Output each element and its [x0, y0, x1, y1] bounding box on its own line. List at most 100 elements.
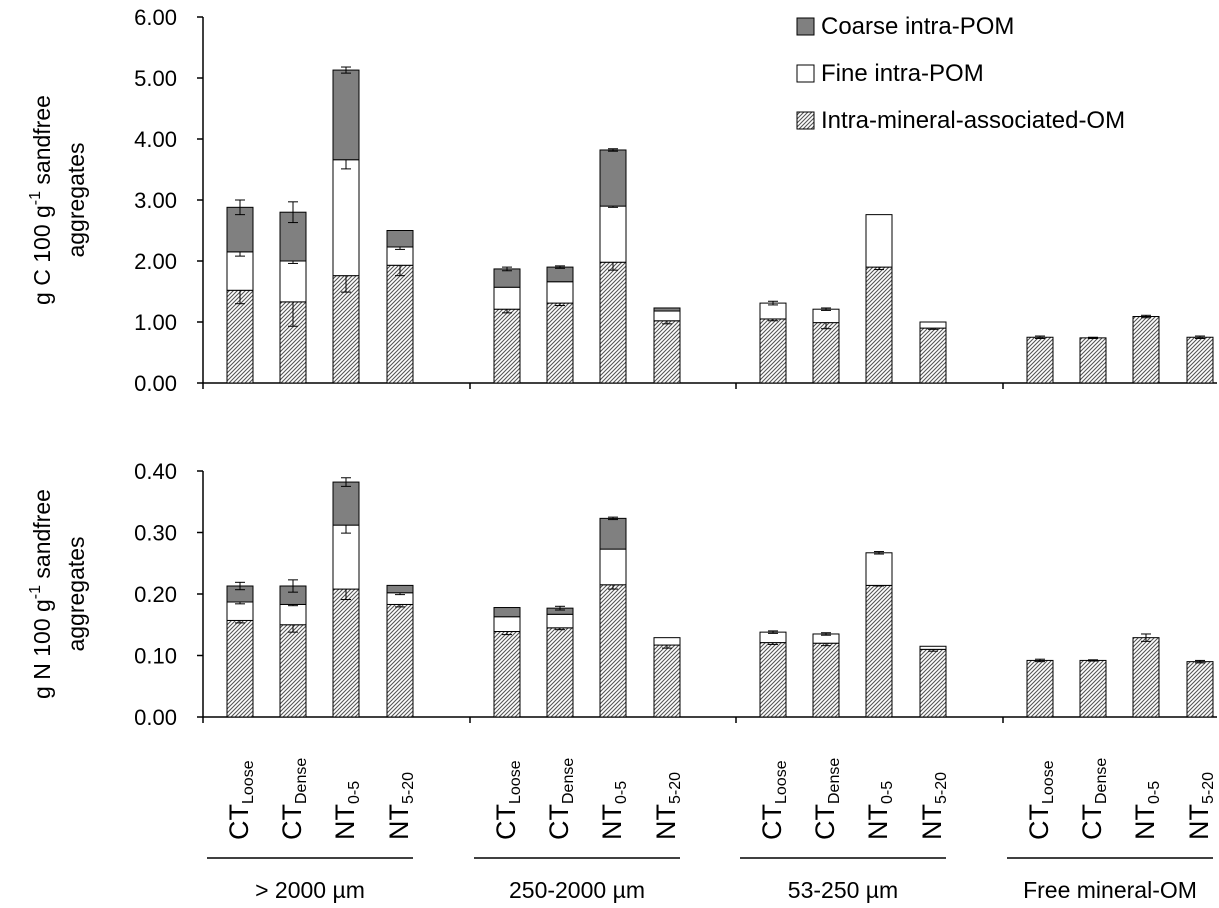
bar-mineral-g2-c2: [546, 627, 574, 718]
category-label: NT5-20: [651, 772, 684, 840]
y-tick-label: 4.00: [134, 127, 177, 152]
bar-mineral-g2-c3: [599, 261, 627, 384]
bar-mineral-g1-c3: [332, 588, 360, 718]
error-bar-mineral-g4-c3: [1141, 633, 1151, 642]
category-label-main: CT: [224, 804, 254, 840]
category-label-sub: 5-20: [667, 772, 684, 804]
bar-coarse-g1-c3: [332, 69, 360, 161]
y-tick-label: 1.00: [134, 310, 177, 335]
bar-mineral-g4-c2: [1079, 337, 1107, 384]
bar-mineral-g2-c3: [599, 584, 627, 718]
category-label-sub: 0-5: [1146, 781, 1163, 804]
y-tick-label: 0.10: [134, 644, 177, 669]
error-bar-fine-g3-c3: [874, 551, 884, 555]
bar-mineral-g1-c4: [386, 603, 414, 718]
y-tick-label: 0.20: [134, 582, 177, 607]
y-axis-label-line2: aggregates: [63, 536, 89, 651]
category-label-sub: 0-5: [879, 781, 896, 804]
category-label-main: CT: [1024, 804, 1054, 840]
bar-fine-g2-c4: [653, 637, 681, 646]
bar-coarse-g2-c1: [493, 607, 521, 618]
error-bar-mineral-g4-c4: [1195, 659, 1205, 664]
bar-mineral-g1-c2: [279, 624, 307, 718]
bar-mineral-g4-c1: [1026, 336, 1054, 384]
bar-fine-g1-c1: [226, 601, 254, 621]
y-tick-label: 0.00: [134, 705, 177, 730]
bar-fine-g2-c2: [546, 613, 574, 629]
bar-mineral-g2-c2: [546, 302, 574, 384]
category-label-sub: Loose: [507, 760, 524, 804]
bar-mineral-g1-c1: [226, 289, 254, 384]
y-tick-label: 5.00: [134, 66, 177, 91]
bar-fine-g2-c3: [599, 548, 627, 586]
category-label-sub: 0-5: [346, 781, 363, 804]
bar-coarse-g1-c4: [386, 230, 414, 248]
bar-mineral-g3-c4: [919, 327, 947, 384]
legend-item: Fine intra-POM: [796, 60, 984, 87]
category-label-main: NT: [863, 804, 893, 840]
error-bar-mineral-g4-c2: [1088, 336, 1098, 339]
category-label-sub: 5-20: [400, 772, 417, 804]
charts-layer: 0.00 1.00 2.00 3.00 4.00 5.00 6.00 g C 100 g-1 …: [27, 5, 1217, 730]
legend-swatch: [796, 111, 815, 130]
y-axis-label-suffix: sandfree: [29, 489, 55, 585]
bar-mineral-g3-c1: [759, 318, 787, 384]
error-bar-coarse-g1-c1: [235, 581, 245, 591]
y-tick-label: 2.00: [134, 249, 177, 274]
error-bar-coarse-g1-c2: [288, 201, 298, 224]
error-bar-coarse-g2-c2: [555, 265, 565, 269]
category-label-main: CT: [1077, 804, 1107, 840]
bar-fine-g1-c3: [332, 159, 360, 277]
category-label-main: CT: [277, 804, 307, 840]
legend-item: Intra-mineral-associated-OM: [796, 107, 1125, 134]
category-label-main: NT: [917, 804, 947, 840]
bar-fine-g3-c2: [812, 308, 840, 324]
bar-coarse-g2-c3: [599, 149, 627, 207]
bar-mineral-g3-c3: [865, 266, 893, 384]
category-label-main: NT: [597, 804, 627, 840]
bar-coarse-g2-c4: [653, 307, 681, 312]
bar-fine-g3-c4: [919, 321, 947, 329]
bar-mineral-g4-c4: [1186, 661, 1214, 718]
bar-mineral-g4-c4: [1186, 336, 1214, 384]
error-bar-mineral-g4-c3: [1141, 314, 1151, 319]
error-bar-fine-g3-c1: [768, 300, 778, 306]
category-label-main: NT: [384, 804, 414, 840]
category-label-sub: Dense: [293, 758, 310, 804]
y-tick-label: 6.00: [134, 5, 177, 30]
y-axis-label-line2: aggregates: [63, 142, 89, 257]
bar-mineral-g1-c1: [226, 619, 254, 718]
category-label: NT0-5: [1130, 781, 1163, 840]
legend-label: Coarse intra-POM: [821, 13, 1014, 40]
bar-coarse-g1-c3: [332, 481, 360, 526]
bar-fine-g1-c2: [279, 260, 307, 303]
category-label-sub: Dense: [1093, 758, 1110, 804]
bar-fine-g2-c3: [599, 205, 627, 263]
category-label-sub: 5-20: [933, 772, 950, 804]
error-bar-fine-g3-c2: [821, 307, 831, 311]
category-label: CTDense: [1077, 758, 1110, 840]
category-label: CTDense: [277, 758, 310, 840]
bar-fine-g3-c3: [865, 214, 893, 268]
bar-fine-g1-c1: [226, 251, 254, 291]
category-label: NT5-20: [384, 772, 417, 840]
category-label-sub: 0-5: [613, 781, 630, 804]
bar-fine-g3-c3: [865, 552, 893, 586]
error-bar-coarse-g2-c3: [608, 148, 618, 152]
group-label: 250-2000 µm: [509, 877, 645, 903]
category-label: NT0-5: [863, 781, 896, 840]
category-label-sub: Dense: [826, 758, 843, 804]
group-label: 53-250 µm: [788, 877, 898, 903]
error-bar-mineral-g4-c2: [1088, 659, 1098, 662]
chart-panel-1: 0.00 1.00 2.00 3.00 4.00 5.00 6.00 g C 100 g-1 …: [27, 5, 1217, 396]
category-label-main: NT: [651, 804, 681, 840]
legend-item: Coarse intra-POM: [796, 13, 1014, 40]
bar-mineral-g4-c3: [1132, 637, 1160, 718]
y-axis-label: g N 100 g-1 sandfree: [27, 489, 55, 699]
category-label: CTDense: [544, 758, 577, 840]
y-axis-label-prefix: g C 100 g: [29, 205, 55, 305]
error-bar-mineral-g4-c1: [1035, 335, 1045, 339]
y-axis-label-superscript: -1: [27, 585, 44, 599]
